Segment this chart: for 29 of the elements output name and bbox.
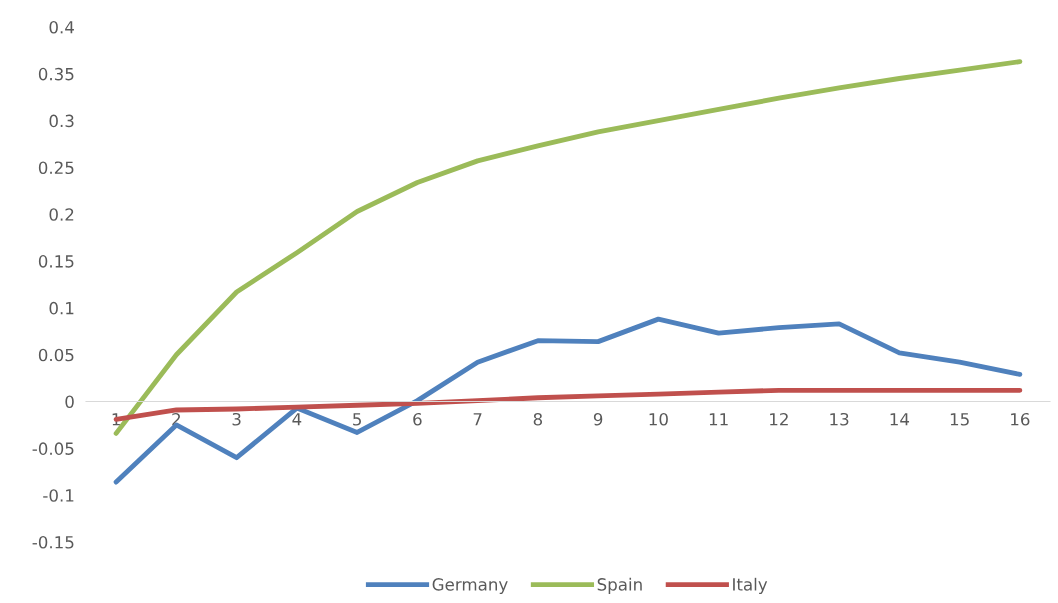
y-tick-label: 0.1 — [49, 301, 74, 315]
legend-label: Spain — [597, 577, 642, 594]
x-tick-label: 15 — [950, 413, 969, 426]
y-tick-label: 0.05 — [38, 348, 74, 362]
x-tick-label: 8 — [533, 412, 543, 426]
legend-label: Germany — [432, 578, 508, 594]
y-tick-label: -0.05 — [32, 442, 74, 455]
y-tick-label: 0.2 — [49, 208, 74, 221]
x-tick-label: 6 — [413, 412, 422, 426]
y-tick-label: 0.35 — [38, 67, 74, 81]
x-tick-label: 13 — [830, 412, 849, 426]
y-tick-label: 0.4 — [49, 20, 74, 34]
x-tick-label: 11 — [709, 413, 728, 426]
x-tick-label: 4 — [292, 413, 302, 426]
x-tick-label: 14 — [890, 413, 910, 426]
y-tick-label: -0.15 — [32, 535, 74, 549]
legend-label: Italy — [733, 577, 768, 594]
y-tick-label: -0.1 — [43, 489, 74, 502]
x-tick-label: 7 — [473, 413, 482, 426]
x-tick-label: 16 — [1011, 412, 1030, 426]
x-tick-label: 5 — [353, 413, 361, 426]
x-tick-label: 12 — [770, 412, 788, 426]
x-tick-label: 9 — [593, 412, 603, 426]
y-tick-label: 0.25 — [38, 161, 74, 175]
y-tick-label: 0 — [65, 395, 74, 409]
y-tick-label: 0.15 — [38, 255, 74, 268]
x-tick-label: 10 — [649, 412, 668, 426]
y-tick-label: 0.3 — [49, 114, 74, 128]
x-tick-label: 3 — [232, 412, 241, 426]
